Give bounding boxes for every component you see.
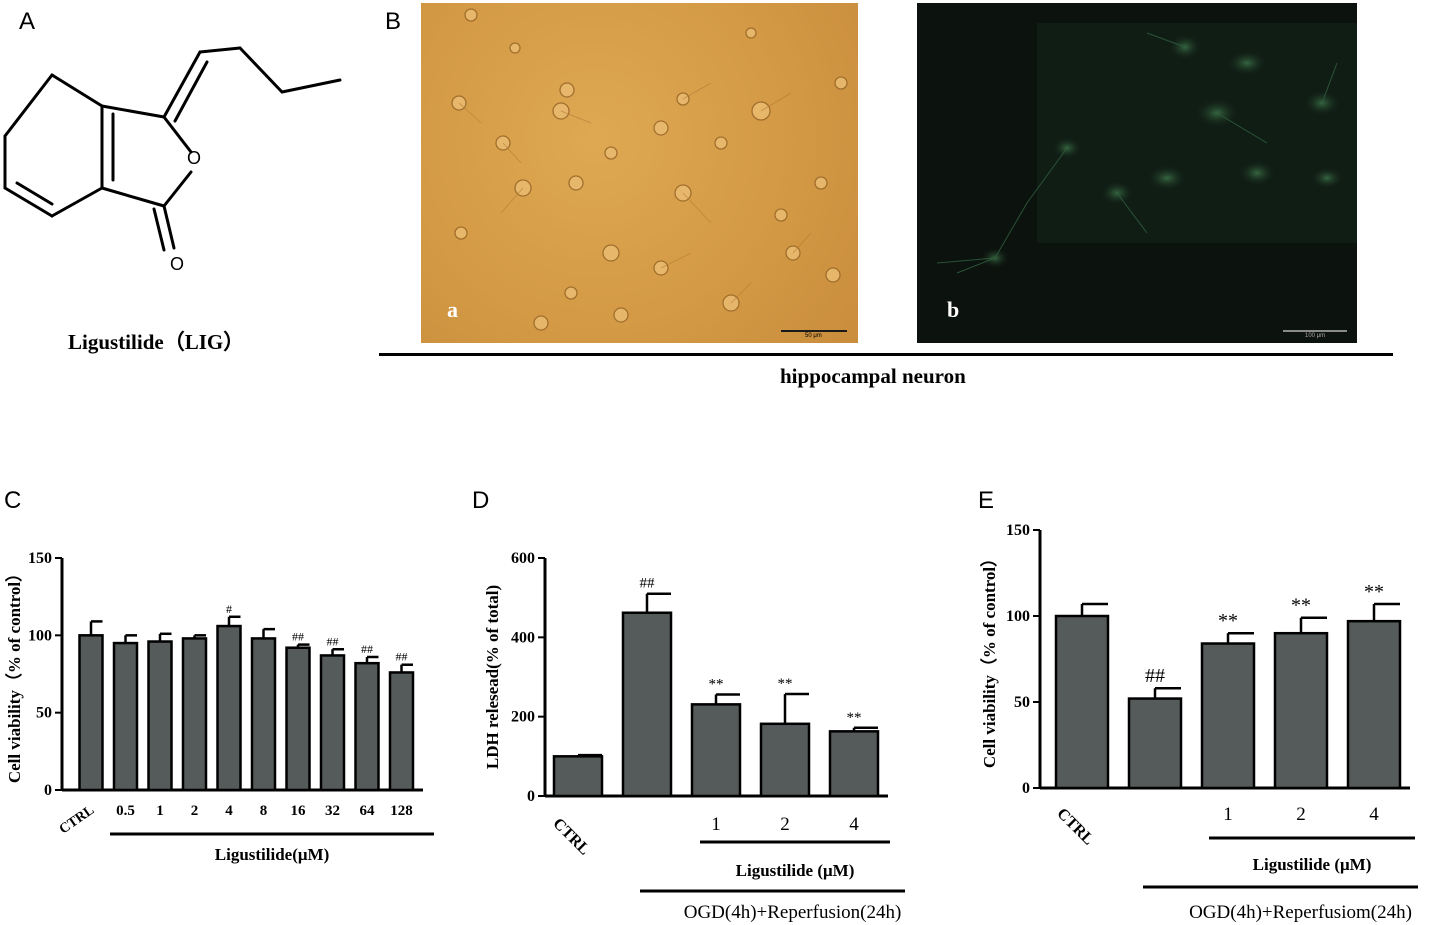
- structure-caption: Ligustilide（LIG）: [68, 330, 245, 354]
- fluorescent-neurons-icon: [936, 23, 1357, 274]
- significance-marker: ##: [292, 630, 304, 644]
- category-label: 2: [1296, 804, 1306, 825]
- bar: [147, 640, 173, 792]
- y-tick-label: 50: [1014, 694, 1030, 711]
- bar: [1200, 642, 1256, 790]
- y-axis-label: Cell viability（% of control）: [4, 565, 24, 783]
- panel-letter-c: C: [4, 487, 22, 514]
- significance-marker: **: [1291, 595, 1311, 617]
- ligustilide-structure-icon: [3, 46, 342, 252]
- significance-marker: **: [1364, 581, 1384, 603]
- category-label: CTRL: [57, 803, 97, 838]
- bar: [112, 641, 139, 792]
- bar: [78, 634, 104, 792]
- brightfield-neuron-image: a 50 μm: [421, 3, 858, 343]
- category-label: CTRL: [1053, 805, 1096, 848]
- scale-bar-fluorescence-label: 100 μm: [1305, 333, 1326, 339]
- category-label: 16: [291, 803, 307, 819]
- panel-letter-a: A: [19, 8, 36, 35]
- significance-marker: ##: [327, 634, 339, 648]
- neuron-cells-icon: [451, 8, 848, 331]
- panel-letter-b: B: [385, 8, 402, 35]
- category-label: 1: [156, 803, 164, 819]
- bar: [1273, 631, 1329, 790]
- bar: [216, 624, 242, 792]
- bar: [388, 671, 415, 792]
- group-label-ligustilide: Ligustilide (μM): [736, 861, 855, 880]
- y-tick-label: 0: [44, 782, 52, 799]
- bar: [759, 722, 811, 798]
- category-label: 4: [849, 814, 859, 835]
- y-tick-label: 400: [511, 629, 535, 646]
- significance-marker: ##: [640, 576, 656, 592]
- bar: [621, 611, 673, 798]
- bar: [285, 646, 311, 792]
- bar: [181, 637, 208, 792]
- significance-marker: ##: [396, 650, 408, 664]
- bar: [319, 654, 346, 792]
- category-label: 4: [1369, 804, 1379, 825]
- category-label: 128: [390, 803, 413, 819]
- chart-ldh-release: 0 200 400 600 LDH relesead(% of total) CTRL ##…: [483, 550, 905, 923]
- group-label-ligustilide: Ligustilide (μM): [1253, 855, 1372, 874]
- category-label: 64: [360, 803, 376, 819]
- panel-b-divider: [379, 353, 1393, 356]
- y-tick-label: 600: [511, 550, 535, 567]
- significance-marker: ##: [1145, 665, 1165, 687]
- y-tick-label: 50: [36, 705, 52, 722]
- oxygen-ring-label: O: [187, 148, 202, 168]
- photo-label-a: a: [447, 297, 458, 322]
- category-label: 4: [225, 803, 233, 819]
- chart-cell-viability-ogd: 0 50 100 150 Cell viability（% of control） CTR…: [979, 522, 1418, 923]
- significance-marker: **: [847, 710, 862, 726]
- bar: [690, 703, 742, 798]
- fluorescence-neuron-image: b 100 μm: [917, 3, 1357, 343]
- category-label: 32: [325, 803, 340, 819]
- y-tick-label: 150: [1006, 522, 1030, 539]
- category-label: 8: [260, 803, 268, 819]
- significance-marker: **: [709, 676, 724, 692]
- bar: [1054, 614, 1110, 790]
- significance-marker: #: [226, 602, 232, 616]
- panel-letter-d: D: [472, 487, 490, 514]
- category-label: 0.5: [116, 803, 135, 819]
- y-tick-label: 0: [527, 788, 535, 805]
- panel-b-caption: hippocampal neuron: [780, 364, 966, 388]
- panel-letter-e: E: [978, 487, 995, 514]
- scale-bar-label: 50 μm: [805, 333, 822, 339]
- category-label: 2: [191, 803, 199, 819]
- category-label: 2: [780, 814, 790, 835]
- group-label-ogd: OGD(4h)+Reperfusiom(24h): [1189, 902, 1412, 923]
- oxygen-carbonyl-label: O: [170, 254, 185, 274]
- scale-bar-fluorescence: [1283, 330, 1347, 332]
- bar: [828, 730, 880, 798]
- bar: [552, 755, 604, 798]
- group-label-ogd: OGD(4h)+Reperfusion(24h): [684, 902, 902, 923]
- bar: [354, 661, 380, 792]
- category-label: CTRL: [549, 815, 592, 858]
- significance-marker: **: [778, 676, 793, 692]
- significance-marker: **: [1218, 610, 1238, 632]
- category-label: 1: [711, 814, 721, 835]
- bar: [1127, 697, 1183, 790]
- bar: [1346, 619, 1402, 790]
- bar: [250, 637, 277, 792]
- scale-bar: [781, 330, 847, 332]
- y-tick-label: 100: [28, 627, 52, 644]
- y-tick-label: 150: [28, 550, 52, 567]
- y-tick-label: 100: [1006, 608, 1030, 625]
- y-axis-label: Cell viability（% of control）: [979, 550, 999, 768]
- y-tick-label: 0: [1022, 780, 1030, 797]
- photo-label-b: b: [947, 297, 960, 322]
- y-tick-label: 200: [511, 709, 535, 726]
- group-label-ligustilide: Ligustilide(μM): [215, 845, 329, 864]
- y-axis-label: LDH relesead(% of total): [483, 585, 502, 769]
- significance-marker: ##: [361, 642, 373, 656]
- category-label: 1: [1223, 804, 1233, 825]
